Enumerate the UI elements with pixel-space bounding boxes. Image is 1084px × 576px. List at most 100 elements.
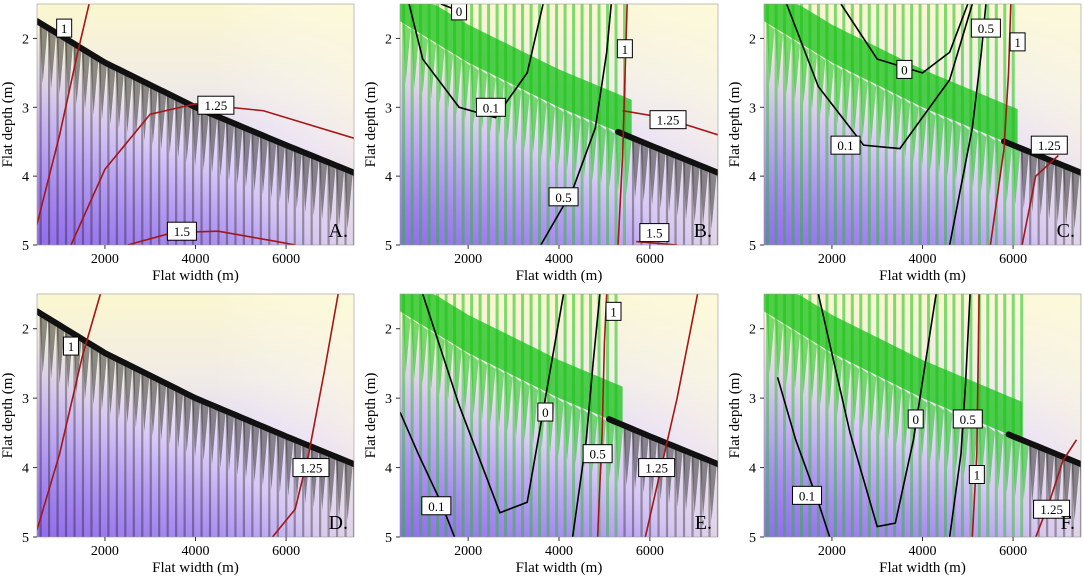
data-fan (81, 49, 90, 110)
data-fan (1071, 169, 1080, 230)
x-tick-label: 2000 (818, 252, 846, 267)
contour-label-text: 1 (1014, 35, 1021, 50)
panel-b: 0 0.1 0.5 1 1.25 1.5 2000 4000 6000 2 3 4 5 Flat widt… (363, 3, 719, 284)
data-fan (200, 109, 209, 170)
data-fan (217, 116, 226, 177)
contour-line (571, 294, 601, 537)
contour-line (840, 4, 969, 74)
data-fan (175, 388, 184, 449)
contour-label-text: 1.25 (657, 113, 680, 128)
data-fan (496, 367, 505, 428)
data-fan (952, 120, 961, 181)
data-fan (851, 72, 860, 133)
x-tick-label: 2000 (818, 544, 846, 559)
data-fan (691, 453, 700, 514)
data-fan (842, 68, 851, 129)
x-tick-label: 2000 (91, 252, 119, 267)
data-fan (859, 76, 868, 137)
green-band (400, 294, 623, 425)
data-fan (1046, 450, 1055, 511)
data-fan (1063, 457, 1072, 518)
data-fan (657, 148, 666, 209)
data-fan (530, 93, 539, 154)
data-fan (81, 339, 90, 400)
data-fan (428, 329, 437, 390)
data-fan (192, 396, 201, 457)
data-fan (995, 138, 1004, 199)
data-fan (708, 169, 717, 230)
data-fan (1020, 148, 1029, 209)
data-fan (1003, 432, 1012, 493)
contour-line (127, 230, 296, 245)
data-fan (402, 313, 411, 374)
data-fan (598, 123, 607, 184)
contour-line (1034, 439, 1078, 537)
data-fan (132, 76, 141, 137)
data-fan (268, 429, 277, 490)
data-fan (428, 38, 437, 99)
data-fan (183, 392, 192, 453)
x-tick-label: 6000 (636, 544, 664, 559)
data-fan (995, 429, 1004, 490)
data-fan (581, 116, 590, 177)
data-fan (564, 400, 573, 461)
panel-letter: E. (695, 512, 712, 534)
data-fan (674, 155, 683, 216)
x-axis-title: Flat width (m) (152, 268, 239, 284)
contour-line (70, 103, 354, 245)
data-fan (572, 404, 581, 465)
y-axis-title: Flat depth (m) (0, 82, 16, 168)
data-fan (251, 422, 260, 483)
data-fan (615, 422, 624, 483)
panel-d: 1 1.25 2000 4000 6000 2 3 4 5 Flat width (m) Flat … (0, 293, 355, 576)
trend-band (37, 308, 354, 468)
contour-label-text: 1 (61, 21, 68, 36)
contour-label: 0.1 (830, 135, 861, 155)
data-fan (259, 134, 268, 195)
data-fan (141, 80, 150, 141)
contour-label: 1.25 (1030, 135, 1068, 155)
data-fan (436, 334, 445, 395)
data-fan (336, 165, 345, 226)
data-fan (666, 152, 675, 213)
contour-line (785, 4, 974, 150)
data-fan (683, 450, 692, 511)
panel-c: 0 0.1 0.5 1 1.25 2000 4000 6000 2 3 4 5 Flat width (… (727, 3, 1082, 284)
data-fan (927, 109, 936, 170)
contour-label-text: 0.1 (837, 138, 853, 153)
data-fan (411, 318, 420, 379)
data-fan (893, 384, 902, 445)
data-fan (792, 329, 801, 390)
data-fan (1071, 460, 1080, 521)
x-tick-label: 2000 (454, 252, 482, 267)
contour-label: 1 (605, 301, 622, 321)
contour-line (37, 294, 102, 531)
data-fan (969, 418, 978, 479)
data-fan (555, 396, 564, 457)
data-fan (445, 49, 454, 110)
data-fan (885, 89, 894, 150)
data-fan (708, 460, 717, 521)
trend-band (605, 416, 718, 468)
data-fan (683, 158, 692, 219)
data-fan (572, 113, 581, 174)
contour-label-text: 1 (68, 339, 75, 354)
trend-band (1001, 138, 1081, 176)
data-fan (859, 367, 868, 428)
data-fan (115, 358, 124, 419)
data-fan (825, 349, 834, 410)
contour-label: 1 (56, 18, 73, 38)
contour-line (636, 240, 678, 245)
data-fan (268, 138, 277, 199)
data-fan (402, 23, 411, 84)
data-fan (293, 148, 302, 209)
data-fan (868, 371, 877, 432)
contour-line (644, 294, 699, 537)
contour-label-text: 0.5 (555, 190, 571, 205)
data-fan (1012, 436, 1021, 497)
panel-letter: F. (1060, 512, 1075, 534)
y-tick-label: 5 (22, 239, 29, 254)
data-fan (817, 54, 826, 115)
data-fan (107, 64, 116, 125)
data-fan (1003, 141, 1012, 202)
